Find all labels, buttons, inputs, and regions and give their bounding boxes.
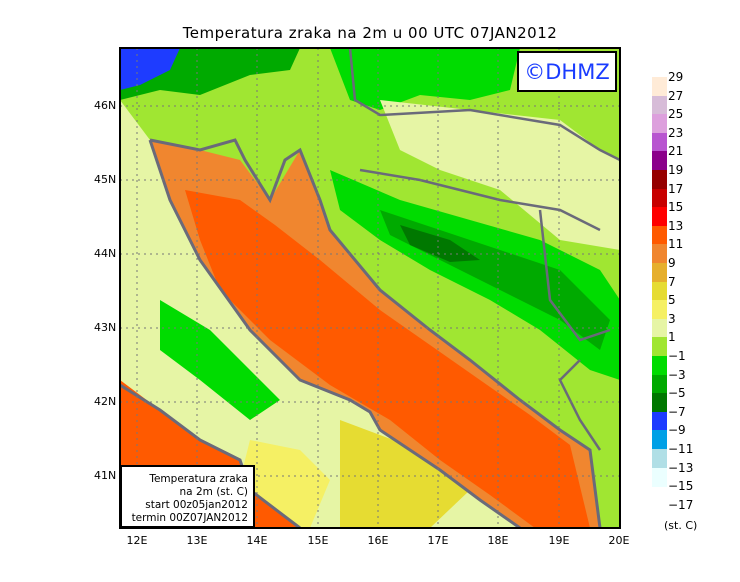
lat-tick: 41N [94, 469, 117, 482]
dhmz-logo: ©DHMZ [517, 51, 617, 92]
legend-swatch [652, 95, 667, 115]
legend-swatch [652, 467, 667, 487]
legend-label: −7 [668, 404, 686, 419]
lon-tick: 16E [367, 534, 389, 547]
legend-label: −9 [668, 423, 686, 438]
legend-swatch [652, 374, 667, 394]
legend-swatch [652, 356, 667, 376]
lon-tick: 12E [126, 534, 148, 547]
legend-label: −11 [668, 442, 694, 456]
alps-very-cold-zone [120, 48, 180, 90]
apennine-cold [160, 300, 280, 420]
lon-tick: 18E [487, 534, 509, 547]
legend-label: 19 [668, 163, 684, 177]
lon-tick: 15E [307, 534, 329, 547]
legend-label: −3 [668, 367, 686, 382]
legend-label: 27 [668, 88, 684, 103]
legend-label: 23 [668, 125, 684, 140]
legend-label: −17 [668, 497, 694, 512]
info-line: termin 00Z07JAN2012 [131, 512, 248, 524]
lon-tick: 17E [427, 534, 449, 547]
lon-tick: 19E [548, 534, 570, 547]
lon-tick: 13E [186, 534, 208, 547]
legend-label: 17 [668, 181, 684, 196]
legend-swatch [652, 449, 667, 469]
legend-label: 29 [668, 70, 684, 84]
country-borders [348, 48, 620, 451]
coastline-east [149, 138, 602, 528]
legend-swatch [652, 77, 667, 97]
legend-swatch [652, 170, 667, 190]
map-frame [119, 47, 621, 529]
lat-tick: 46N [94, 99, 117, 112]
legend-swatch [652, 393, 667, 413]
legend-label: 13 [668, 218, 684, 233]
lon-tick: 14E [246, 534, 268, 547]
pannonia-mild [380, 100, 620, 250]
legend-label: −13 [668, 460, 694, 475]
lat-tick: 43N [94, 321, 117, 334]
legend-swatch [652, 151, 667, 171]
legend-label: −5 [668, 386, 686, 401]
lat-tick: 42N [94, 395, 117, 408]
lon-tick: 20E [608, 534, 630, 547]
adriatic-sea [185, 190, 590, 528]
legend-label: −1 [668, 349, 686, 363]
legend-label: 15 [668, 200, 684, 215]
italy-land [120, 100, 520, 528]
legend-label: 5 [668, 293, 676, 308]
balkan-coldest [400, 225, 480, 262]
legend-label: 21 [668, 144, 684, 159]
info-box: Temperatura zraka na 2m (st. C) start 00… [120, 465, 255, 528]
legend-swatch [652, 263, 667, 283]
legend-label: 7 [668, 274, 676, 289]
legend-label: 11 [668, 237, 684, 252]
legend-swatch [652, 411, 667, 431]
legend-swatch [652, 207, 667, 227]
legend-swatch [652, 318, 667, 338]
graticule [120, 48, 620, 528]
slovenia-cold [330, 48, 520, 110]
legend-label: −15 [668, 479, 694, 494]
legend-label: 9 [668, 256, 676, 270]
legend-swatch [652, 225, 667, 245]
legend-swatch [652, 132, 667, 152]
map-title: Temperatura zraka na 2m u 00 UTC 07JAN20… [182, 24, 558, 42]
legend-swatch [652, 188, 667, 208]
lat-tick: 45N [94, 173, 117, 186]
legend-swatch [652, 244, 667, 264]
legend-swatch [652, 114, 667, 134]
legend-label: 3 [668, 311, 676, 326]
coastline-tyrrhenian [120, 383, 301, 528]
legend-swatch [652, 300, 667, 320]
legend-swatch [652, 281, 667, 301]
legend-swatch [652, 337, 667, 357]
legend-swatch [652, 430, 667, 450]
legend-label: 25 [668, 107, 684, 122]
info-line: Temperatura zraka [149, 473, 248, 485]
legend-unit: (st. C) [664, 519, 698, 532]
info-line: start 00z05jan2012 [145, 499, 248, 511]
apulia-warm [340, 420, 470, 528]
legend-label: 1 [668, 330, 676, 345]
coastline-italy [148, 139, 521, 528]
lat-tick: 44N [94, 247, 117, 260]
info-line: na 2m (st. C) [179, 486, 248, 498]
